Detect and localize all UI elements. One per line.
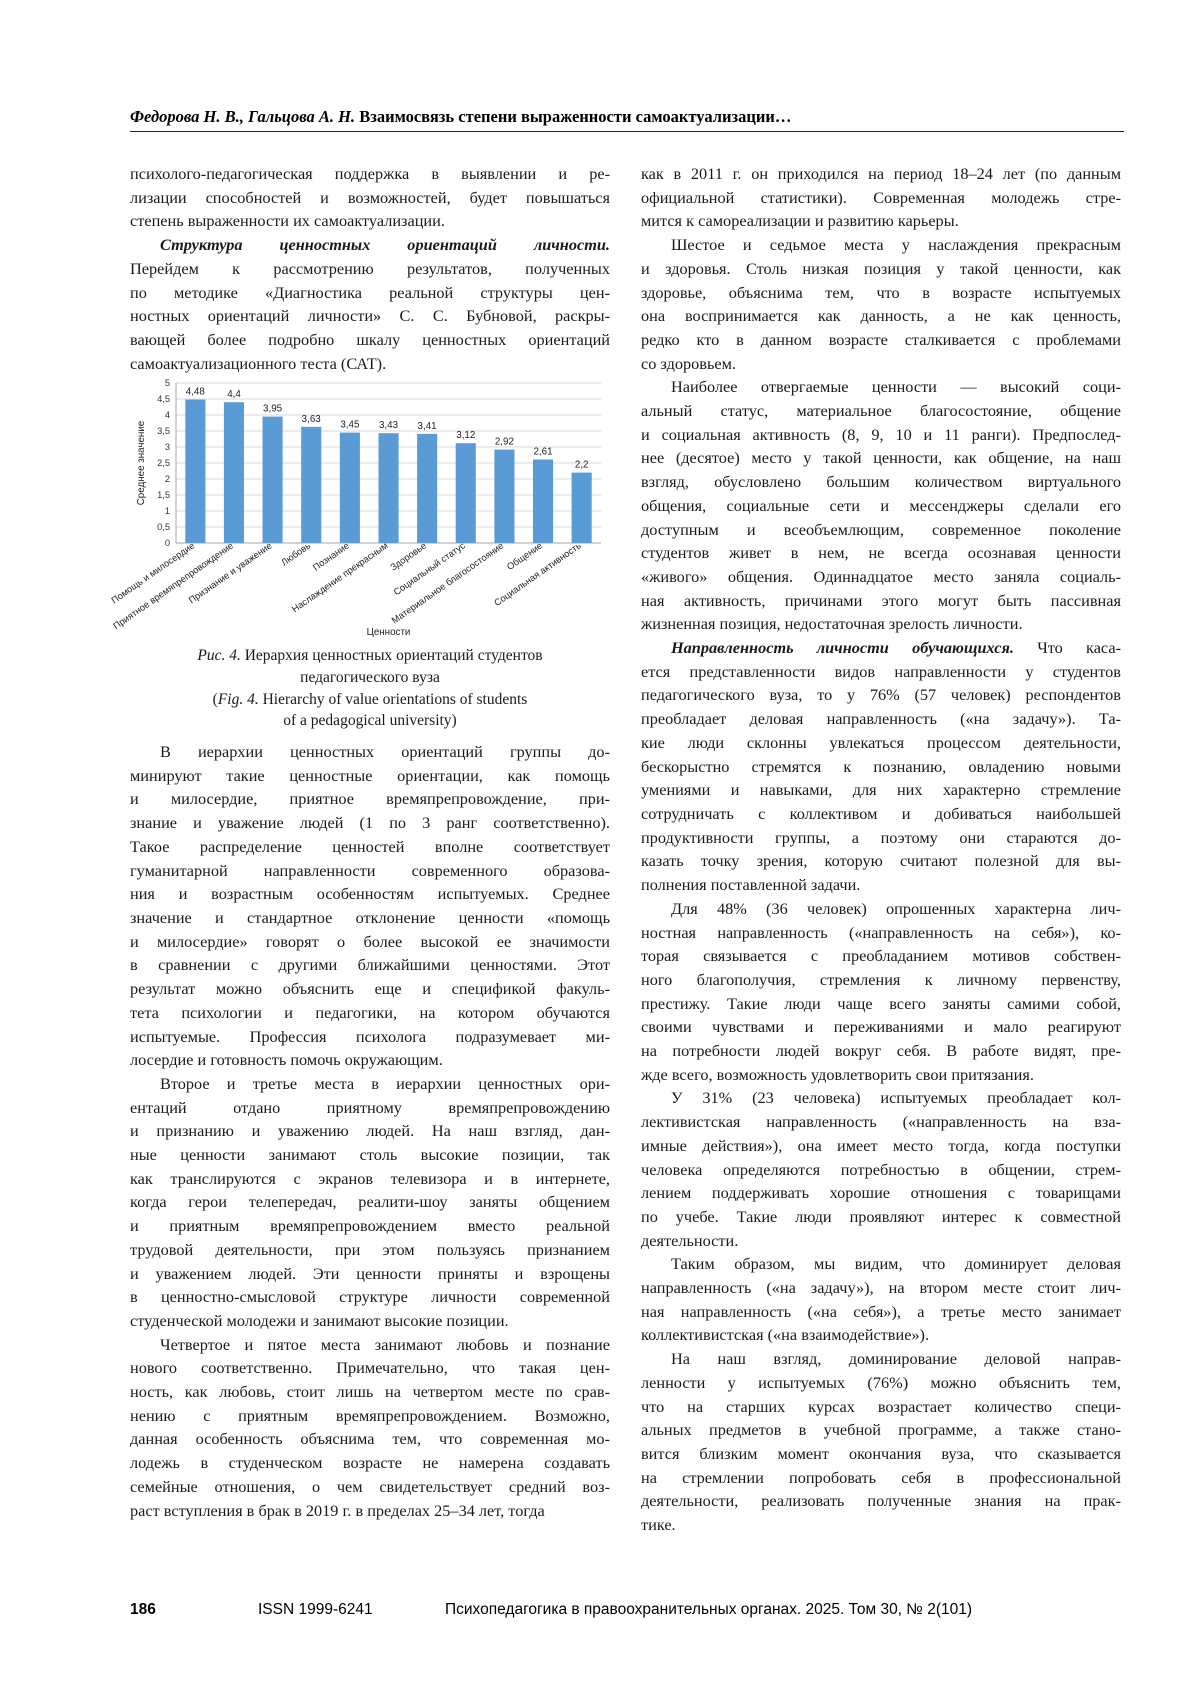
svg-text:0: 0 (165, 538, 170, 548)
svg-text:3: 3 (165, 442, 170, 452)
svg-text:3,45: 3,45 (340, 420, 360, 431)
svg-text:4,5: 4,5 (157, 394, 170, 404)
svg-text:4: 4 (165, 410, 170, 420)
svg-text:3,12: 3,12 (456, 431, 475, 442)
svg-text:2,5: 2,5 (157, 458, 170, 468)
svg-text:3,95: 3,95 (263, 404, 283, 415)
svg-text:1,5: 1,5 (157, 490, 170, 500)
svg-text:2: 2 (165, 474, 170, 484)
svg-text:2,2: 2,2 (575, 460, 589, 471)
svg-text:Среднее значение: Среднее значение (136, 421, 147, 506)
svg-text:3,5: 3,5 (157, 426, 170, 436)
svg-text:3,41: 3,41 (418, 421, 437, 432)
svg-text:Ценности: Ценности (367, 627, 411, 638)
svg-text:5: 5 (165, 378, 170, 388)
svg-text:1: 1 (165, 506, 170, 516)
svg-text:3,63: 3,63 (302, 414, 322, 425)
svg-text:0,5: 0,5 (157, 522, 170, 532)
svg-text:2,61: 2,61 (533, 447, 552, 458)
svg-text:4,48: 4,48 (186, 387, 206, 398)
svg-text:4,4: 4,4 (227, 390, 241, 401)
svg-text:3,43: 3,43 (379, 421, 399, 432)
svg-text:Любовь: Любовь (279, 541, 312, 568)
svg-text:2,92: 2,92 (495, 437, 514, 448)
